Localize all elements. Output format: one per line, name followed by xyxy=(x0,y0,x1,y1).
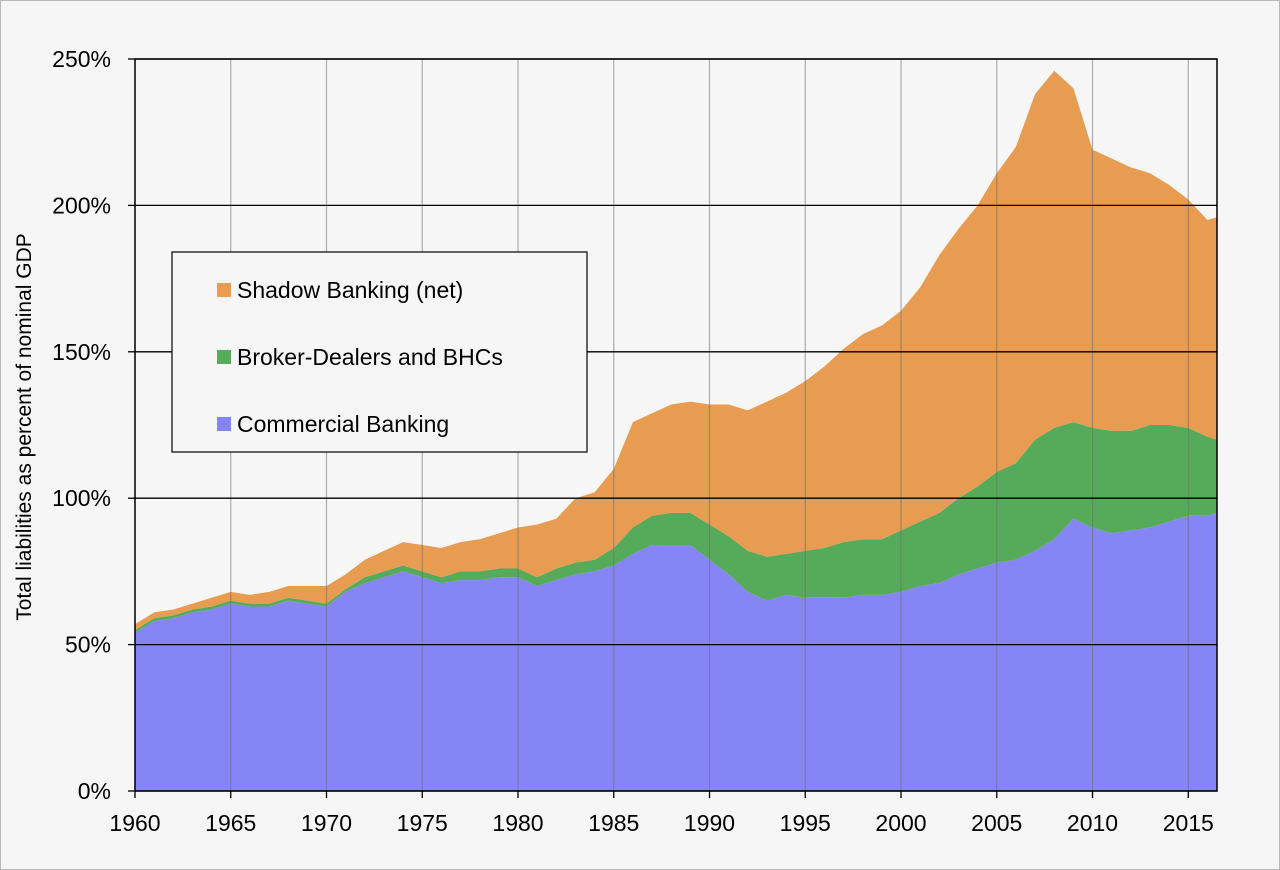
y-tick-label: 200% xyxy=(52,192,111,218)
y-tick-label: 150% xyxy=(52,339,111,365)
legend-swatch xyxy=(217,417,231,431)
legend-label: Broker-Dealers and BHCs xyxy=(237,344,503,370)
x-tick-label: 2000 xyxy=(875,810,926,836)
y-axis-title: Total liabilities as percent of nominal … xyxy=(13,233,36,621)
legend-label: Commercial Banking xyxy=(237,411,449,437)
x-tick-label: 2015 xyxy=(1163,810,1214,836)
legend-swatch xyxy=(217,283,231,297)
y-tick-label: 250% xyxy=(52,46,111,72)
x-axis-ticks: 1960 1965 1970 1975 1980 1985 1990 1995 2000 2005… xyxy=(109,791,1214,836)
x-tick-label: 1965 xyxy=(205,810,256,836)
x-tick-label: 1975 xyxy=(397,810,448,836)
legend: Shadow Banking (net) Broker-Dealers and B… xyxy=(171,251,588,453)
area-broker-dealers-and-bhcs xyxy=(135,422,1217,633)
x-tick-label: 1980 xyxy=(492,810,543,836)
y-axis-ticks: 0% 50% 100% 150% 200% 250% xyxy=(52,46,135,804)
area-commercial-banking xyxy=(135,512,1217,791)
legend-label: Shadow Banking (net) xyxy=(237,277,463,303)
x-tick-label: 2010 xyxy=(1067,810,1118,836)
plot-border xyxy=(134,58,1218,792)
x-tick-label: 1960 xyxy=(109,810,160,836)
x-tick-label: 1970 xyxy=(301,810,352,836)
x-tick-label: 1985 xyxy=(588,810,639,836)
legend-swatch xyxy=(217,350,231,364)
x-tick-label: 2005 xyxy=(971,810,1022,836)
legend-box xyxy=(171,251,588,453)
x-tick-label: 1990 xyxy=(684,810,735,836)
area-series-group xyxy=(135,70,1217,791)
y-tick-label: 0% xyxy=(78,778,111,804)
area-shadow-banking-net xyxy=(135,70,1217,630)
x-tick-label: 1995 xyxy=(780,810,831,836)
y-tick-label: 50% xyxy=(65,632,111,658)
y-tick-label: 100% xyxy=(52,485,111,511)
